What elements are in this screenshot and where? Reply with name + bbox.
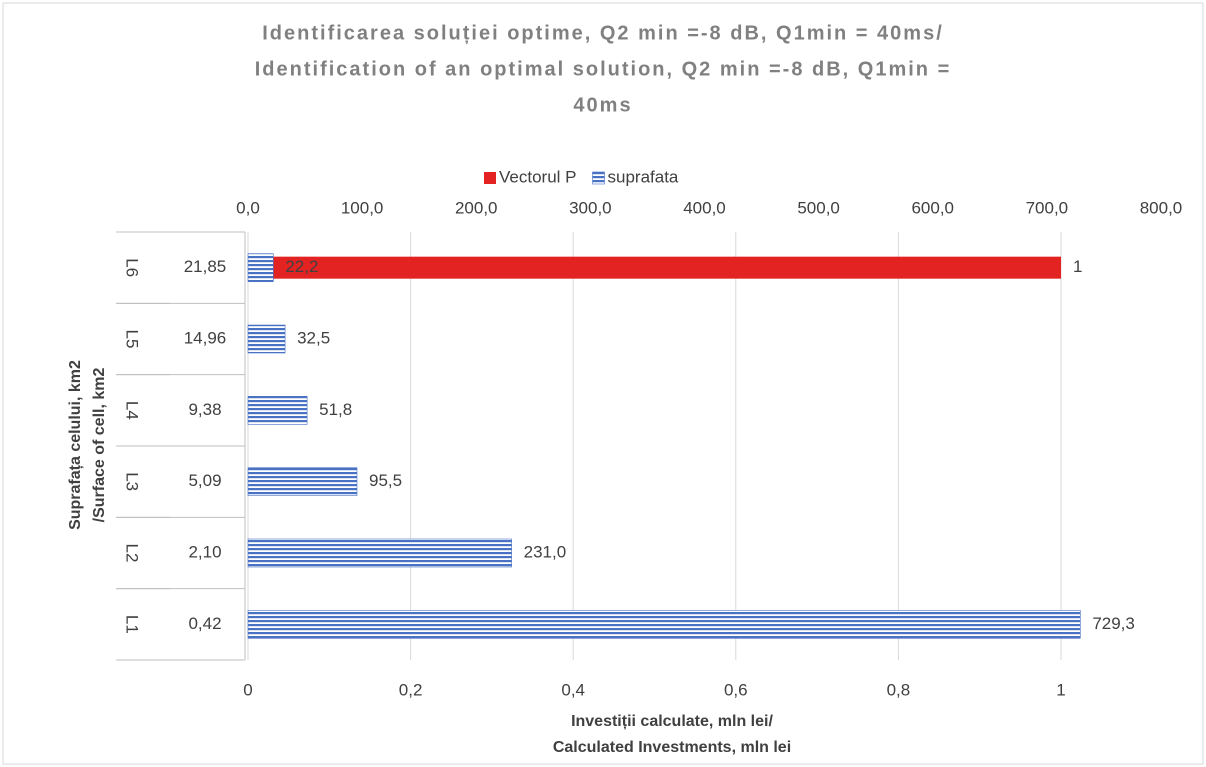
x2-tick-label: 500,0	[797, 198, 840, 217]
category-sublabel: 5,09	[188, 471, 221, 490]
category-label: L2	[123, 544, 142, 563]
chart-title: 40ms	[573, 94, 632, 116]
x-axis-title: Calculated Investments, mln lei	[553, 739, 791, 756]
x2-tick-label: 700,0	[1026, 198, 1069, 217]
x2-tick-label: 400,0	[683, 198, 726, 217]
category-label: L1	[123, 615, 142, 634]
x2-tick-label: 0,0	[236, 198, 260, 217]
x2-tick-label: 600,0	[911, 198, 954, 217]
data-label: 51,8	[319, 400, 352, 419]
category-label: L3	[123, 472, 142, 491]
x-tick-label: 0,6	[724, 680, 748, 699]
x-tick-label: 0,4	[561, 680, 585, 699]
x-tick-label: 0,2	[399, 680, 423, 699]
bar	[247, 324, 286, 354]
bar	[247, 610, 1081, 639]
legend-swatch	[592, 171, 605, 185]
x-tick-label: 0	[243, 680, 252, 699]
bar	[247, 467, 358, 496]
x2-tick-label: 800,0	[1140, 198, 1183, 217]
category-label: L5	[123, 330, 142, 349]
category-sublabel: 21,85	[184, 257, 227, 276]
legend-label: suprafata	[608, 167, 679, 186]
legend-swatch	[484, 172, 496, 184]
y-axis-title: /Surface of cell, km2	[91, 368, 108, 523]
category-label: L4	[123, 401, 142, 420]
chart-title: Identificarea soluției optime, Q2 min =-…	[262, 22, 944, 44]
x2-tick-label: 200,0	[455, 198, 498, 217]
chart-title: Identification of an optimal solution, Q…	[255, 58, 952, 80]
category-sublabel: 0,42	[188, 614, 221, 633]
x-tick-label: 1	[1056, 680, 1065, 699]
data-label: 22,2	[285, 257, 318, 276]
bar	[247, 538, 512, 568]
bar	[248, 256, 1062, 279]
y-axis-title: Suprafața celului, km2	[67, 360, 84, 530]
bar	[247, 396, 308, 425]
data-label: 1	[1073, 257, 1082, 276]
x2-tick-label: 300,0	[569, 198, 612, 217]
legend-label: Vectorul P	[499, 167, 577, 186]
category-sublabel: 14,96	[184, 328, 227, 347]
bar	[247, 253, 274, 282]
x-tick-label: 0,8	[887, 680, 911, 699]
data-label: 95,5	[369, 471, 402, 490]
category-sublabel: 2,10	[188, 542, 221, 561]
x-axis-title: Investiții calculate, mln lei/	[571, 713, 773, 730]
x2-tick-label: 100,0	[341, 198, 384, 217]
data-label: 729,3	[1092, 614, 1135, 633]
data-label: 231,0	[524, 542, 567, 561]
category-label: L6	[123, 258, 142, 277]
data-label: 32,5	[297, 328, 330, 347]
category-sublabel: 9,38	[188, 400, 221, 419]
